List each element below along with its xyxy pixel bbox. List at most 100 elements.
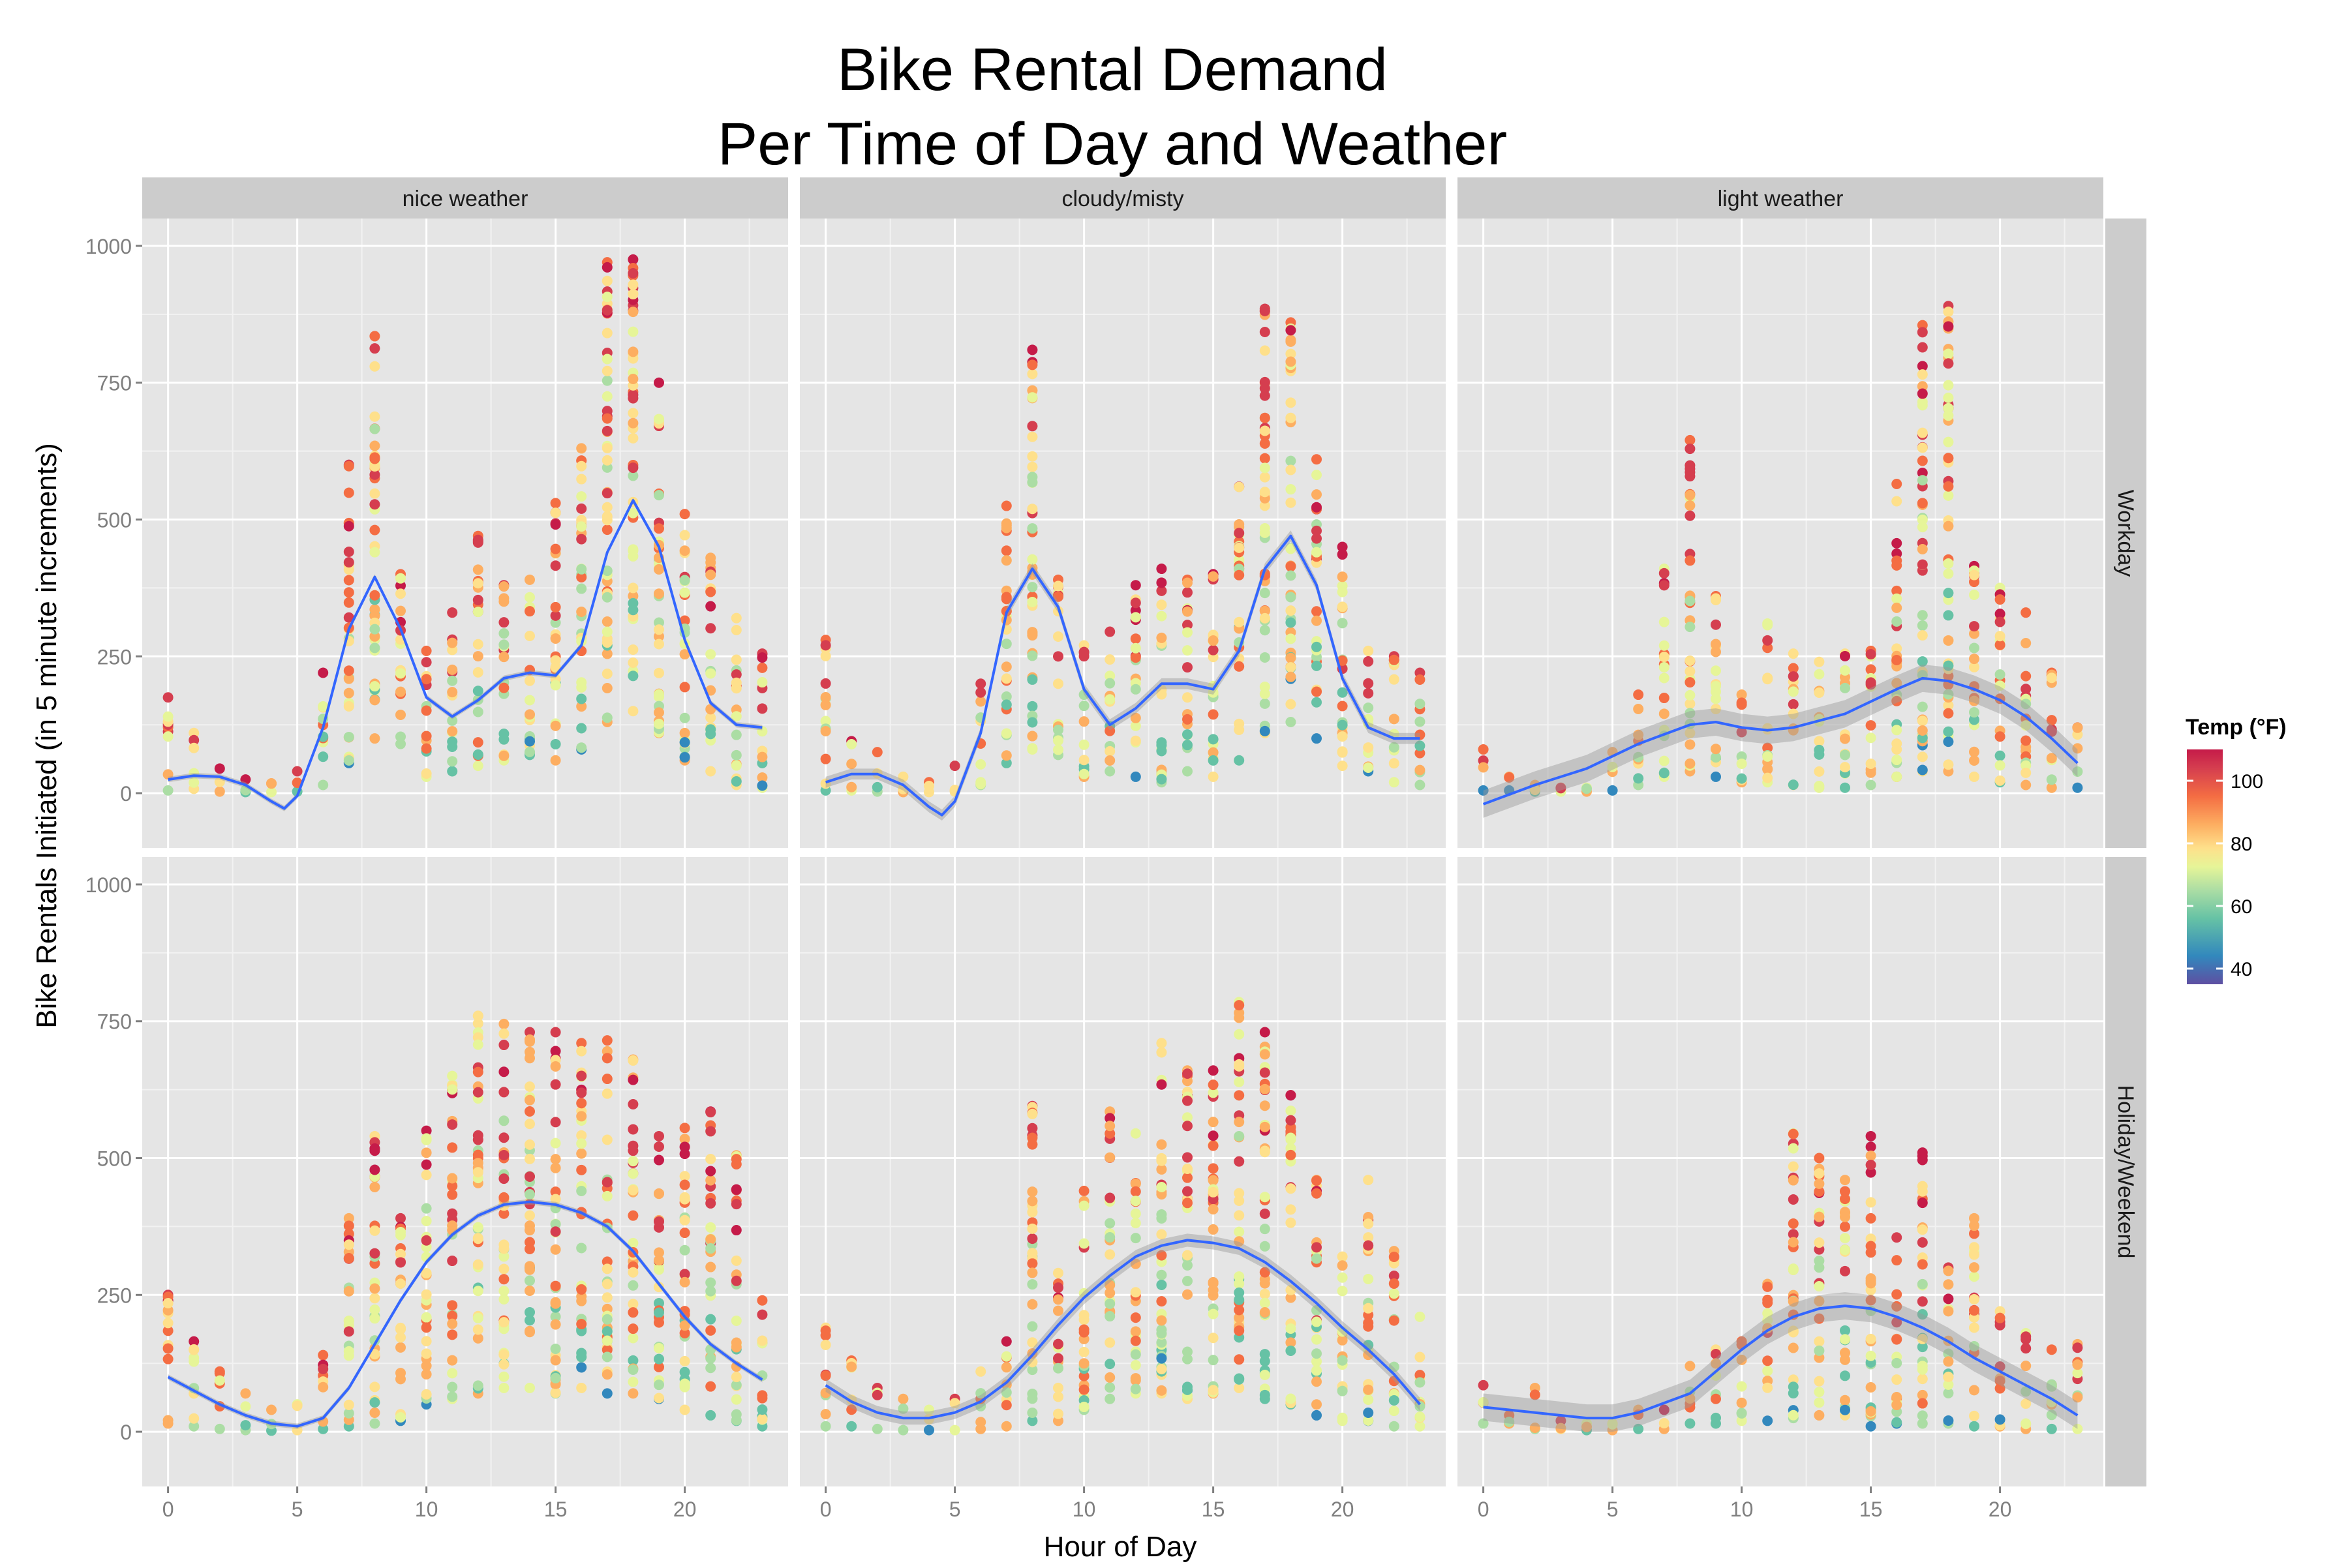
data-point: [1711, 619, 1721, 630]
data-point: [395, 580, 406, 591]
data-point: [343, 1408, 354, 1419]
data-point: [654, 1380, 664, 1391]
data-point: [1736, 697, 1747, 708]
data-point: [1917, 1154, 1928, 1166]
data-point: [654, 691, 664, 702]
data-point: [1027, 1393, 1038, 1404]
data-point: [1234, 481, 1245, 492]
data-point: [525, 1275, 535, 1286]
data-point: [1234, 1382, 1245, 1393]
data-point: [872, 781, 883, 792]
data-point: [679, 752, 690, 763]
data-point: [292, 1400, 303, 1411]
data-point: [654, 1307, 664, 1318]
data-point: [1917, 361, 1928, 372]
data-point: [757, 1295, 768, 1306]
data-point: [1943, 588, 1954, 599]
data-point: [1736, 751, 1747, 762]
data-point: [731, 1255, 742, 1266]
data-point: [472, 1286, 483, 1297]
data-point: [1105, 755, 1116, 766]
data-point: [550, 655, 561, 666]
data-point: [1208, 1224, 1219, 1235]
data-point: [1917, 467, 1928, 478]
data-point: [1078, 1200, 1090, 1211]
data-point: [343, 612, 354, 623]
data-point: [1156, 1139, 1167, 1150]
data-point: [975, 779, 986, 790]
data-point: [421, 1389, 432, 1400]
data-point: [1840, 665, 1850, 676]
data-point: [1311, 470, 1322, 481]
data-point: [654, 414, 664, 425]
data-point: [1943, 1306, 1954, 1317]
data-point: [628, 1055, 639, 1066]
data-point: [679, 545, 690, 556]
data-point: [1711, 680, 1721, 691]
data-point: [421, 1203, 432, 1214]
data-point: [1259, 1224, 1270, 1235]
data-point: [1762, 1281, 1773, 1292]
data-point: [1917, 716, 1928, 727]
data-point: [1363, 1321, 1374, 1332]
data-point: [1182, 1381, 1193, 1393]
data-point: [1053, 1408, 1063, 1419]
data-point: [654, 588, 664, 599]
data-point: [1182, 714, 1193, 725]
data-point: [731, 677, 742, 688]
data-point: [1285, 397, 1296, 408]
data-point: [654, 1361, 664, 1372]
data-point: [525, 675, 535, 686]
data-point: [472, 1312, 483, 1323]
data-point: [679, 1366, 690, 1378]
data-point: [1027, 392, 1038, 403]
data-point: [1182, 1152, 1193, 1163]
data-point: [1685, 1402, 1696, 1413]
data-point: [1917, 369, 1928, 380]
x-tick-label: 5: [1607, 1498, 1619, 1521]
data-point: [731, 1184, 742, 1195]
data-point: [1917, 381, 1928, 392]
data-point: [602, 1177, 613, 1188]
data-point: [1259, 305, 1270, 316]
data-point: [162, 1318, 174, 1329]
data-point: [602, 1369, 613, 1380]
data-point: [1337, 719, 1348, 731]
data-point: [679, 1149, 690, 1160]
data-point: [1053, 1338, 1063, 1349]
data-point: [369, 695, 380, 706]
data-point: [1156, 1385, 1167, 1396]
panel-nice-weather-holiday-weekend: [142, 857, 788, 1486]
data-point: [1105, 1232, 1116, 1243]
data-point: [1156, 1153, 1167, 1164]
data-point: [820, 1421, 831, 1432]
data-point: [1994, 1383, 2005, 1394]
data-point: [628, 470, 639, 481]
data-point: [1658, 768, 1670, 779]
data-point: [654, 523, 664, 534]
data-point: [1969, 1293, 1979, 1304]
data-point: [2020, 1386, 2032, 1397]
data-point: [1478, 1380, 1489, 1391]
data-point: [498, 1349, 510, 1360]
x-tick-label: 0: [162, 1498, 174, 1521]
data-point: [1156, 1364, 1167, 1375]
data-point: [602, 413, 613, 424]
data-point: [924, 781, 934, 792]
data-point: [2046, 726, 2057, 737]
data-point: [1001, 594, 1012, 605]
data-point: [679, 1171, 690, 1182]
data-point: [705, 1126, 716, 1137]
data-point: [1078, 1324, 1090, 1335]
data-point: [1969, 707, 1979, 718]
data-point: [2020, 767, 2032, 778]
data-point: [1607, 1419, 1618, 1430]
data-point: [447, 664, 458, 675]
data-point: [421, 1133, 432, 1144]
data-point: [1285, 1323, 1296, 1334]
data-point: [1555, 1415, 1566, 1426]
data-point: [447, 1119, 458, 1130]
data-point: [1105, 725, 1116, 736]
data-point: [1285, 1337, 1296, 1348]
data-point: [1182, 1259, 1193, 1271]
